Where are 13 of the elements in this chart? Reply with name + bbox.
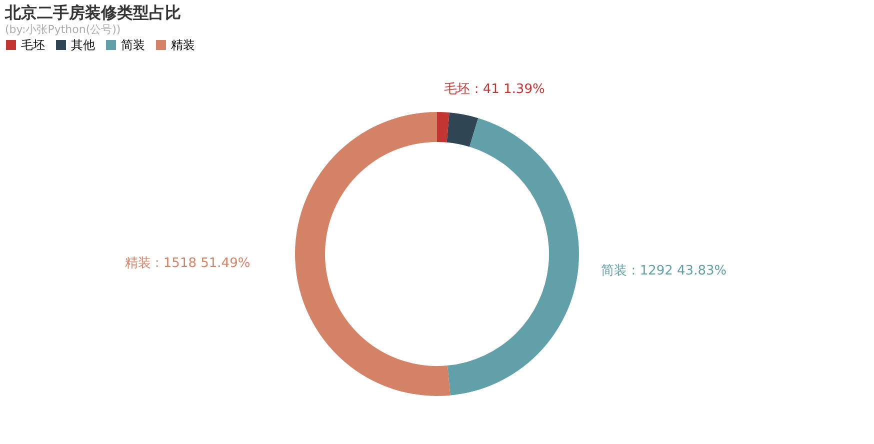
donut-slice	[447, 118, 579, 396]
legend-label: 毛坯	[21, 38, 45, 52]
legend-label: 简装	[121, 38, 145, 52]
data-label: 简装 : 1292 43.83%	[601, 264, 727, 278]
data-label: 毛坯 : 41 1.39%	[444, 82, 545, 98]
chart-title: 北京二手房装修类型占比	[4, 3, 181, 22]
donut-slice	[446, 112, 478, 147]
legend-label: 其他	[71, 38, 95, 52]
donut-slice	[295, 112, 450, 396]
data-label: 精装 : 1518 51.49%	[124, 256, 250, 271]
legend-label: 精装	[171, 38, 195, 52]
chart-subtitle: (by:小张Python(公号))	[5, 23, 121, 36]
donut-slice	[437, 112, 450, 142]
